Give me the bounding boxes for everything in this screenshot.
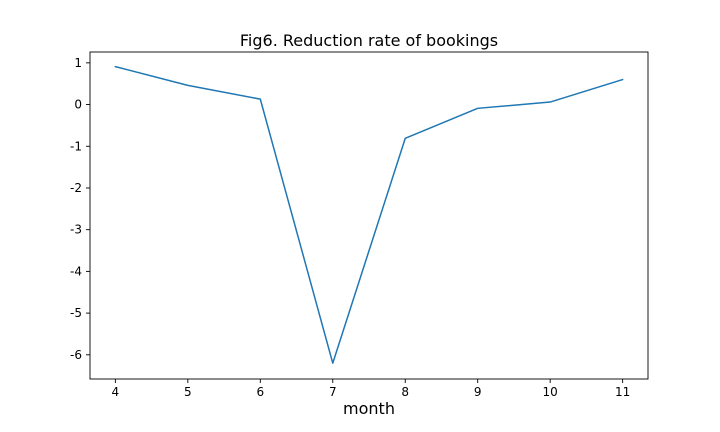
y-tick-label: -1 [70, 139, 82, 153]
data-point [404, 138, 406, 140]
data-point [187, 85, 189, 87]
series-line [114, 65, 624, 364]
y-tick-label: 0 [74, 98, 82, 112]
x-tick-label: 4 [112, 385, 120, 399]
data-point [332, 362, 334, 364]
x-tick-label: 11 [615, 385, 630, 399]
data-point [549, 101, 551, 103]
x-tick-label: 7 [329, 385, 337, 399]
x-tick-label: 6 [256, 385, 264, 399]
plot-area [114, 65, 624, 364]
data-point [477, 108, 479, 110]
data-point [259, 98, 261, 100]
x-tick-label: 9 [474, 385, 482, 399]
y-tick-label: -6 [70, 348, 82, 362]
x-tick-label: 8 [401, 385, 409, 399]
x-axis-label: month [343, 399, 395, 418]
y-tick-label: -4 [70, 264, 82, 278]
y-axis: 1 0 -1 -2 -3 -4 -5 -6 [70, 56, 90, 362]
data-point [622, 79, 624, 81]
y-tick-label: -3 [70, 223, 82, 237]
y-tick-label: 1 [74, 56, 82, 70]
data-point [115, 66, 117, 68]
chart-title: Fig6. Reduction rate of bookings [240, 31, 498, 50]
x-tick-label: 10 [543, 385, 558, 399]
x-axis: 4 5 6 7 8 9 10 11 [112, 379, 630, 399]
axes-frame [89, 51, 649, 380]
y-tick-label: -5 [70, 306, 82, 320]
y-tick-label: -2 [70, 181, 82, 195]
x-tick-label: 5 [184, 385, 192, 399]
